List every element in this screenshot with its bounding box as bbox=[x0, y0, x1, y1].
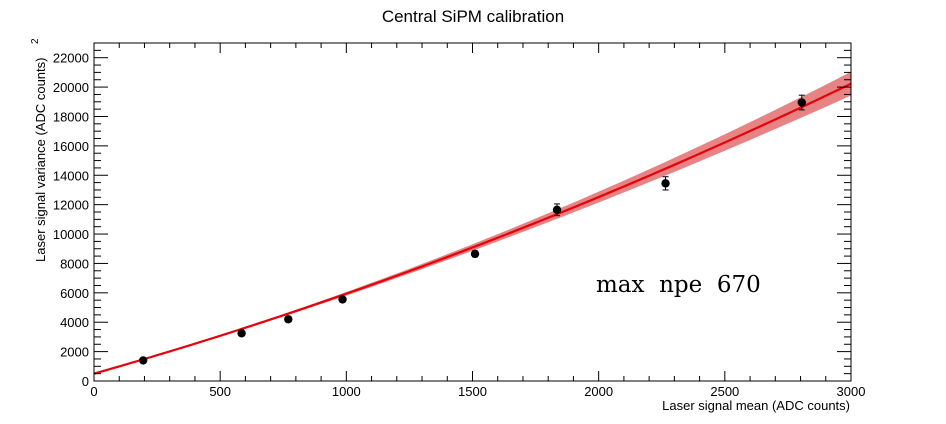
x-tick-label: 1500 bbox=[458, 384, 487, 399]
data-point bbox=[797, 98, 806, 107]
x-tick-label: 0 bbox=[90, 384, 97, 399]
y-tick-label: 20000 bbox=[53, 80, 89, 95]
y-tick-label: 0 bbox=[82, 374, 89, 389]
data-points bbox=[139, 94, 806, 365]
data-point bbox=[237, 329, 246, 338]
max-npe-annotation: max npe 670 bbox=[596, 272, 761, 298]
x-tick-label: 1000 bbox=[332, 384, 361, 399]
chart-title: Central SiPM calibration bbox=[382, 7, 564, 26]
y-tick-label: 10000 bbox=[53, 227, 89, 242]
y-axis-label-superscript: 2 bbox=[30, 38, 41, 44]
axes-frame bbox=[93, 42, 852, 382]
y-tick-label: 6000 bbox=[60, 286, 89, 301]
y-axis-label: Laser signal variance (ADC counts) bbox=[33, 58, 48, 262]
fit-band-layer bbox=[94, 71, 851, 374]
x-tick-label: 3000 bbox=[837, 384, 866, 399]
y-tick-label: 14000 bbox=[53, 168, 89, 183]
y-ticks: 0 2000 4000 6000 8000 10000 12000 14000 16000 180… bbox=[53, 42, 851, 389]
data-point bbox=[552, 205, 562, 214]
data-point bbox=[661, 179, 670, 188]
x-ticks: 0 500 1000 1500 2000 2500 3000 bbox=[90, 43, 865, 399]
x-axis-label: Laser signal mean (ADC counts) bbox=[662, 398, 850, 413]
y-tick-label: 4000 bbox=[60, 315, 89, 330]
data-point bbox=[284, 315, 293, 324]
x-tick-label: 2000 bbox=[584, 384, 613, 399]
y-tick-label: 2000 bbox=[60, 345, 89, 360]
y-tick-label: 18000 bbox=[53, 109, 89, 124]
y-axis-label-group: Laser signal variance (ADC counts) 2 bbox=[30, 38, 48, 262]
x-tick-label: 2500 bbox=[710, 384, 739, 399]
y-tick-label: 12000 bbox=[53, 198, 89, 213]
fit-confidence-band bbox=[94, 71, 851, 374]
fit-line bbox=[93, 82, 852, 375]
y-tick-label: 16000 bbox=[53, 139, 89, 154]
fit-line-layer bbox=[93, 82, 852, 375]
data-point bbox=[139, 356, 148, 365]
plot-frame bbox=[93, 42, 852, 382]
y-tick-label: 22000 bbox=[53, 51, 89, 66]
y-tick-label: 8000 bbox=[60, 256, 89, 271]
data-point bbox=[338, 295, 347, 304]
data-point bbox=[470, 249, 480, 259]
x-tick-label: 500 bbox=[209, 384, 231, 399]
